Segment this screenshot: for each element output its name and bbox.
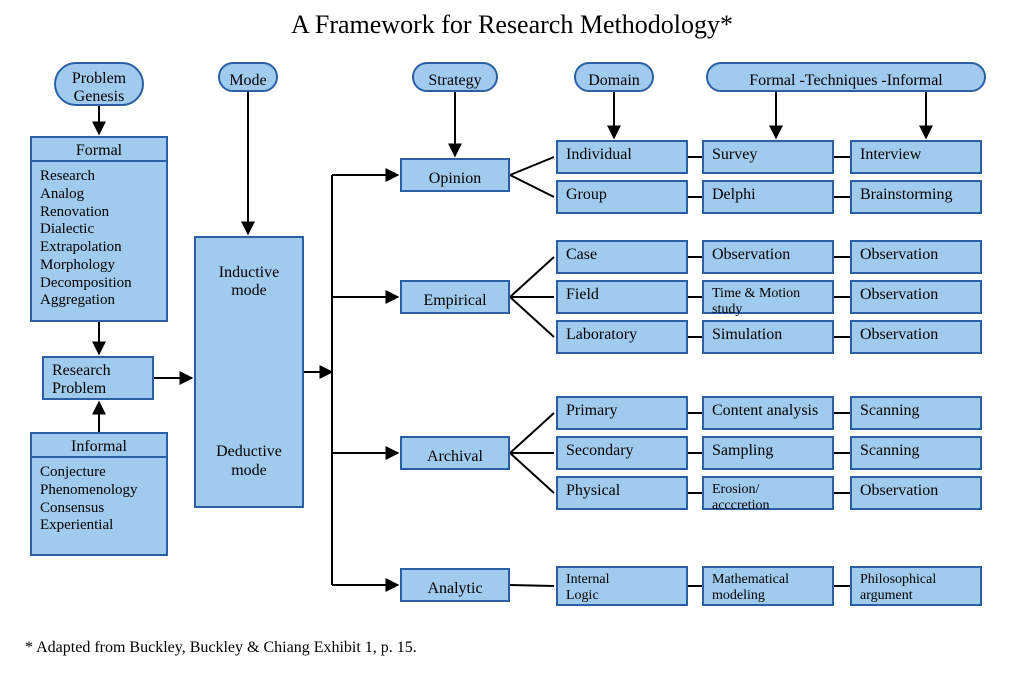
formal-technique-box: Observation <box>702 240 834 274</box>
domain-box-label: Primary <box>558 398 686 436</box>
strategy-opinion: Opinion <box>400 158 510 192</box>
formal-list-item: Renovation <box>40 204 158 222</box>
formal-box: Formal ResearchAnalogRenovationDialectic… <box>30 136 168 322</box>
formal-list-item: Morphology <box>40 257 158 275</box>
formal-technique-box: Sampling <box>702 436 834 470</box>
informal-technique-box-label: Observation <box>852 242 980 280</box>
formal-heading: Formal <box>32 138 166 160</box>
formal-list-item: Decomposition <box>40 275 158 293</box>
domain-box: Physical <box>556 476 688 510</box>
strategy-opinion-label: Opinion <box>402 160 508 198</box>
formal-technique-box: Content analysis <box>702 396 834 430</box>
strategy-empirical-label: Empirical <box>402 282 508 320</box>
formal-list-item: Extrapolation <box>40 239 158 257</box>
informal-technique-box: Brainstorming <box>850 180 982 214</box>
diagram-footnote: * Adapted from Buckley, Buckley & Chiang… <box>25 639 417 657</box>
header-strategy-label: Strategy <box>414 64 496 98</box>
domain-box: Internal Logic <box>556 566 688 606</box>
formal-technique-box-label: Mathematical modeling <box>704 568 832 612</box>
informal-technique-box: Scanning <box>850 396 982 430</box>
informal-technique-box: Observation <box>850 476 982 510</box>
research-problem-box: Research Problem <box>42 356 154 400</box>
formal-technique-box-label: Simulation <box>704 322 832 360</box>
domain-box-label: Case <box>558 242 686 280</box>
strategy-analytic-label: Analytic <box>402 570 508 608</box>
formal-technique-box: Simulation <box>702 320 834 354</box>
domain-box-label: Secondary <box>558 438 686 476</box>
informal-box: Informal ConjecturePhenomenologyConsensu… <box>30 432 168 556</box>
informal-technique-box: Observation <box>850 240 982 274</box>
domain-box-label: Internal Logic <box>558 568 686 612</box>
informal-technique-box-label: Brainstorming <box>852 182 980 220</box>
domain-box: Case <box>556 240 688 274</box>
header-techniques-label: Formal -Techniques -Informal <box>708 64 984 98</box>
domain-box: Secondary <box>556 436 688 470</box>
informal-technique-box-label: Scanning <box>852 398 980 436</box>
formal-list-item: Research <box>40 168 158 186</box>
informal-list: ConjecturePhenomenologyConsensusExperien… <box>32 458 166 543</box>
domain-box: Primary <box>556 396 688 430</box>
formal-technique-box: Survey <box>702 140 834 174</box>
strategy-archival: Archival <box>400 436 510 470</box>
domain-box: Individual <box>556 140 688 174</box>
mode-deductive-label: Deductive mode <box>196 439 302 484</box>
formal-technique-box-label: Content analysis <box>704 398 832 436</box>
header-domain: Domain <box>574 62 654 92</box>
informal-technique-box: Observation <box>850 280 982 314</box>
header-domain-label: Domain <box>576 64 652 98</box>
research-problem-label: Research Problem <box>44 358 152 406</box>
formal-technique-box-label: Observation <box>704 242 832 280</box>
formal-technique-box: Mathematical modeling <box>702 566 834 606</box>
header-strategy: Strategy <box>412 62 498 92</box>
domain-box-label: Field <box>558 282 686 320</box>
header-mode-label: Mode <box>220 64 276 98</box>
domain-box-label: Physical <box>558 478 686 516</box>
formal-technique-box: Time & Motion study <box>702 280 834 314</box>
informal-list-item: Phenomenology <box>40 482 158 500</box>
informal-technique-box: Interview <box>850 140 982 174</box>
header-techniques: Formal -Techniques -Informal <box>706 62 986 92</box>
informal-list-item: Consensus <box>40 500 158 518</box>
informal-technique-box: Observation <box>850 320 982 354</box>
informal-list-item: Conjecture <box>40 464 158 482</box>
informal-technique-box-label: Observation <box>852 282 980 320</box>
formal-technique-box-label: Time & Motion study <box>704 282 832 320</box>
formal-technique-box-label: Sampling <box>704 438 832 476</box>
domain-box-label: Laboratory <box>558 322 686 360</box>
informal-technique-box: Philosophical argument <box>850 566 982 606</box>
strategy-empirical: Empirical <box>400 280 510 314</box>
domain-box: Group <box>556 180 688 214</box>
diagram-title: A Framework for Research Methodology* <box>0 10 1024 40</box>
formal-technique-box-label: Survey <box>704 142 832 180</box>
formal-list-item: Dialectic <box>40 221 158 239</box>
strategy-archival-label: Archival <box>402 438 508 476</box>
formal-technique-box: Delphi <box>702 180 834 214</box>
domain-box-label: Individual <box>558 142 686 180</box>
formal-list-item: Aggregation <box>40 292 158 310</box>
diagram-canvas: A Framework for Research Methodology* * … <box>0 0 1024 675</box>
mode-inductive-label: Inductive mode <box>196 260 302 305</box>
formal-technique-box: Erosion/ acccretion <box>702 476 834 510</box>
mode-box: Inductive mode Deductive mode <box>194 236 304 508</box>
formal-list-item: Analog <box>40 186 158 204</box>
informal-technique-box: Scanning <box>850 436 982 470</box>
domain-box-label: Group <box>558 182 686 220</box>
informal-technique-box-label: Scanning <box>852 438 980 476</box>
formal-list: ResearchAnalogRenovationDialecticExtrapo… <box>32 162 166 318</box>
header-problem-genesis: Problem Genesis <box>54 62 144 106</box>
informal-technique-box-label: Observation <box>852 322 980 360</box>
informal-heading: Informal <box>32 434 166 456</box>
informal-list-item: Experiential <box>40 517 158 535</box>
domain-box: Laboratory <box>556 320 688 354</box>
informal-technique-box-label: Interview <box>852 142 980 180</box>
strategy-analytic: Analytic <box>400 568 510 602</box>
formal-technique-box-label: Delphi <box>704 182 832 220</box>
domain-box: Field <box>556 280 688 314</box>
informal-technique-box-label: Observation <box>852 478 980 516</box>
header-problem-genesis-label: Problem Genesis <box>56 64 142 112</box>
informal-technique-box-label: Philosophical argument <box>852 568 980 612</box>
header-mode: Mode <box>218 62 278 92</box>
formal-technique-box-label: Erosion/ acccretion <box>704 478 832 516</box>
